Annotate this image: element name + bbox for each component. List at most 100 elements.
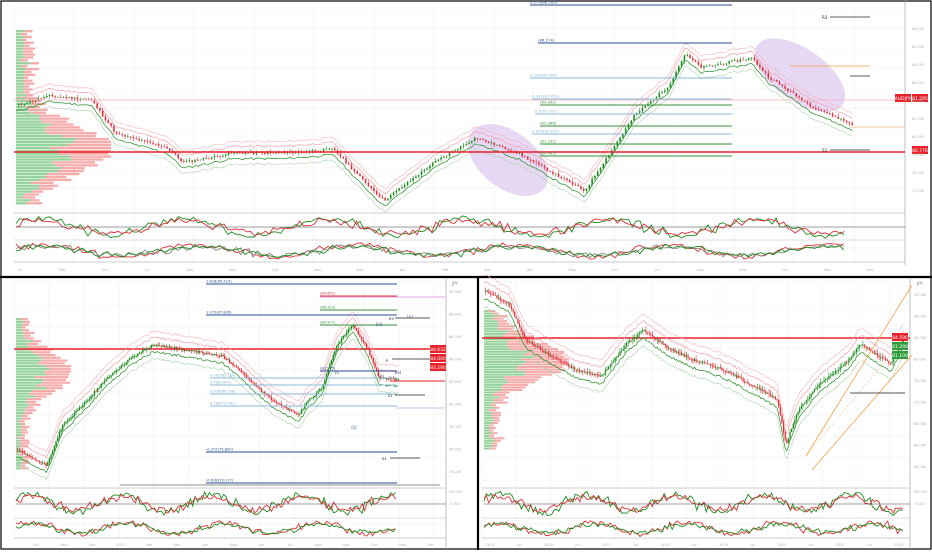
volume-bar-green bbox=[484, 391, 496, 394]
candle-body bbox=[160, 346, 163, 347]
candle-body bbox=[359, 173, 361, 176]
candle-body bbox=[656, 339, 658, 341]
candle-body bbox=[761, 389, 764, 391]
candle-body bbox=[795, 414, 798, 420]
top-pivot-s3-label: S3 bbox=[822, 148, 828, 153]
candle-body bbox=[507, 149, 510, 151]
volume-bar-red bbox=[39, 114, 60, 117]
candle-body bbox=[287, 408, 289, 411]
candle-body bbox=[244, 152, 247, 154]
volume-bar-green bbox=[16, 428, 22, 431]
candle-body bbox=[85, 401, 87, 403]
br-macd-green bbox=[483, 521, 903, 536]
candle-body bbox=[843, 118, 845, 121]
candle-body bbox=[38, 460, 41, 462]
candle-body bbox=[774, 396, 777, 400]
volume-bar-red bbox=[23, 35, 32, 39]
candle-body bbox=[758, 388, 760, 389]
volume-bar-green bbox=[16, 65, 22, 68]
volume-bar-green bbox=[484, 416, 492, 419]
volume-bar-red bbox=[75, 137, 110, 141]
candle-body bbox=[240, 370, 243, 373]
candle-body bbox=[337, 343, 339, 347]
candle-body bbox=[31, 457, 34, 459]
volume-bar-green bbox=[16, 137, 76, 141]
candle-body bbox=[630, 340, 632, 342]
volume-bar-red bbox=[492, 394, 506, 397]
candle-body bbox=[304, 404, 306, 410]
volume-bar-green bbox=[16, 340, 33, 343]
top-band-lower bbox=[15, 66, 853, 213]
candle-body bbox=[765, 391, 767, 394]
candle-body bbox=[544, 352, 547, 353]
candle-body bbox=[245, 374, 248, 378]
volume-bar-red bbox=[27, 100, 42, 103]
volume-bar-red bbox=[22, 50, 33, 53]
candle-body bbox=[535, 346, 537, 348]
candle-body bbox=[170, 346, 173, 349]
volume-bar-green bbox=[484, 394, 493, 397]
candle-body bbox=[387, 198, 389, 201]
top-time-tick: Nov bbox=[314, 268, 322, 272]
candle-body bbox=[820, 382, 822, 385]
candle-body bbox=[105, 379, 107, 381]
candle-body bbox=[331, 148, 333, 150]
candle-body bbox=[745, 382, 747, 383]
volume-bar-green bbox=[16, 146, 50, 149]
volume-bar-green bbox=[16, 373, 46, 376]
candle-body bbox=[713, 366, 715, 368]
volume-bar-red bbox=[45, 175, 67, 179]
candle-body bbox=[198, 351, 201, 353]
candle-body bbox=[821, 381, 824, 383]
candle-body bbox=[364, 342, 366, 344]
candle-body bbox=[580, 371, 582, 372]
candle-body bbox=[243, 373, 246, 375]
top-price-tick: 80.000 bbox=[912, 135, 925, 139]
bl-badge-price: 83.290 bbox=[430, 365, 446, 371]
volume-bar-red bbox=[24, 73, 36, 77]
candle-body bbox=[574, 367, 576, 370]
volume-bar-red bbox=[26, 400, 37, 404]
candle-body bbox=[781, 84, 784, 87]
bl-fib-label: 0.382(82.264) bbox=[210, 374, 236, 378]
candle-body bbox=[372, 358, 375, 363]
candle-body bbox=[390, 378, 393, 379]
candle-body bbox=[300, 409, 303, 414]
candle-body bbox=[691, 57, 694, 61]
candle-body bbox=[627, 342, 629, 344]
volume-bar-green bbox=[16, 196, 23, 199]
candle-body bbox=[499, 145, 501, 147]
volume-bar-green bbox=[16, 140, 74, 144]
candle-body bbox=[72, 416, 74, 418]
volume-bar-green bbox=[484, 422, 492, 425]
volume-bar-green bbox=[16, 351, 33, 354]
top-fib-label: 0.382(83.450) bbox=[532, 94, 560, 99]
candle-body bbox=[680, 61, 683, 67]
candle-body bbox=[210, 353, 213, 356]
candle-body bbox=[183, 161, 185, 163]
candle-body bbox=[26, 454, 29, 456]
candle-body bbox=[235, 366, 238, 368]
br-time-tick: Jul bbox=[750, 543, 755, 547]
br-time-tick: Jul bbox=[574, 543, 579, 547]
candle-body bbox=[839, 367, 841, 370]
volume-bar-green bbox=[16, 331, 24, 335]
candle-body bbox=[799, 408, 801, 413]
candle-body bbox=[253, 383, 256, 386]
candle-body bbox=[580, 186, 582, 189]
top-time-tick: Dec bbox=[867, 268, 874, 272]
candle-body bbox=[761, 67, 764, 71]
volume-bar-red bbox=[30, 199, 40, 202]
candle-body bbox=[560, 176, 563, 179]
bl-time-tick: Jun bbox=[258, 543, 265, 547]
bl-macd-red bbox=[15, 520, 396, 537]
volume-bar-red bbox=[501, 386, 526, 389]
candle-body bbox=[350, 326, 353, 329]
candle-body bbox=[123, 364, 126, 366]
candle-body bbox=[731, 60, 733, 62]
candle-body bbox=[174, 152, 177, 155]
volume-bar-green bbox=[16, 167, 61, 170]
candle-body bbox=[328, 148, 331, 150]
